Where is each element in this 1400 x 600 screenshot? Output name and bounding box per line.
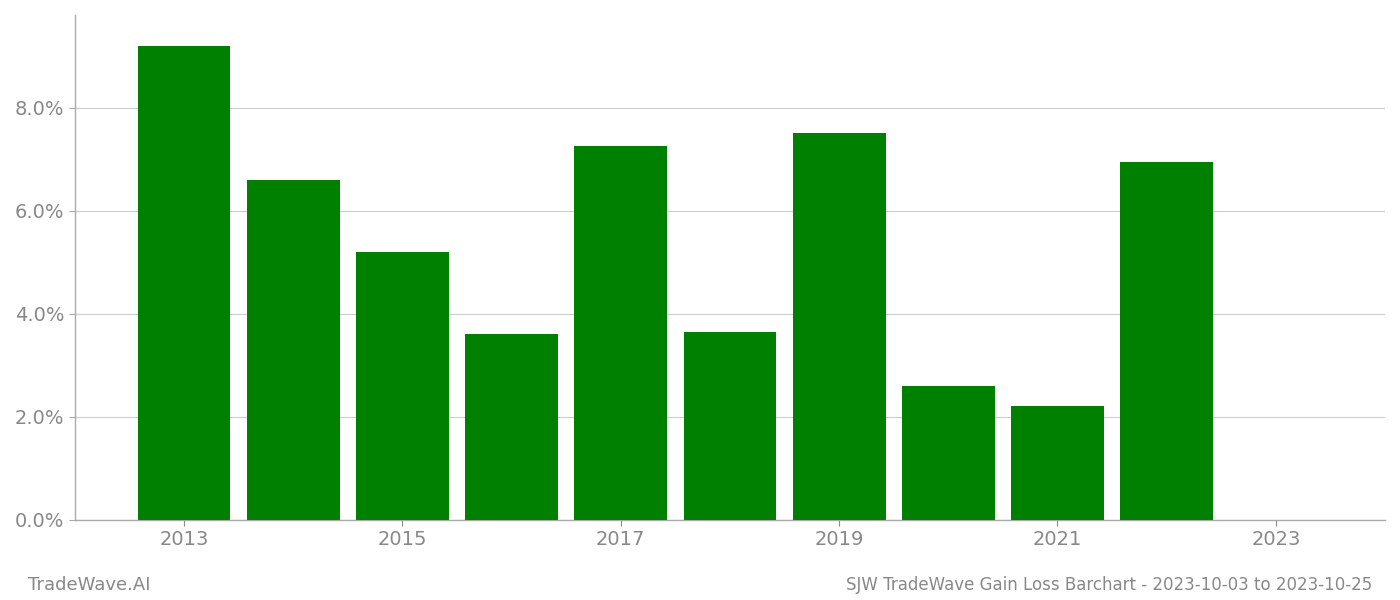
- Text: SJW TradeWave Gain Loss Barchart - 2023-10-03 to 2023-10-25: SJW TradeWave Gain Loss Barchart - 2023-…: [846, 576, 1372, 594]
- Bar: [1011, 406, 1103, 520]
- Bar: [902, 386, 995, 520]
- Text: TradeWave.AI: TradeWave.AI: [28, 576, 151, 594]
- Bar: [792, 133, 886, 520]
- Bar: [1120, 162, 1212, 520]
- Bar: [574, 146, 668, 520]
- Bar: [683, 332, 777, 520]
- Bar: [246, 180, 340, 520]
- Bar: [137, 46, 231, 520]
- Bar: [356, 252, 449, 520]
- Bar: [465, 334, 559, 520]
